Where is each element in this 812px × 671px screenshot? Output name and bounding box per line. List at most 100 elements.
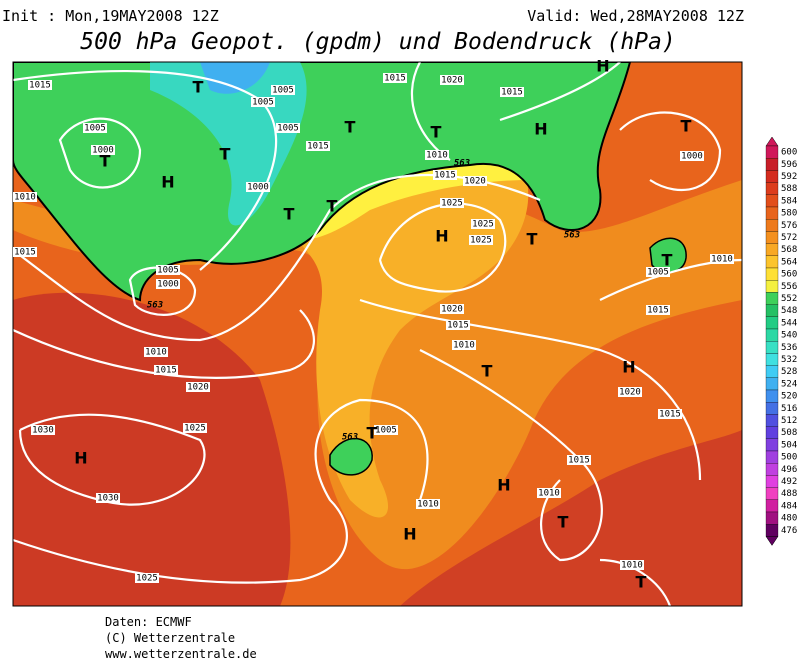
isobar-label: 1005	[277, 124, 299, 134]
isobar-label: 1025	[472, 220, 494, 230]
isobar-label-bg	[537, 488, 561, 498]
isobar-label: 1010	[711, 255, 733, 265]
colorbar-label: 480	[781, 514, 797, 524]
isobar-label: 1000	[247, 183, 269, 193]
colorbar-label: 580	[781, 209, 797, 219]
colorbar-cap	[765, 136, 779, 147]
colorbar-label: 584	[781, 196, 797, 206]
isobar-label: 1020	[619, 388, 641, 398]
colorbar-label: 492	[781, 477, 797, 487]
isobar-label-bg	[186, 382, 210, 392]
isobar-label-bg	[646, 305, 670, 315]
isobars	[13, 62, 742, 606]
colorbar-label: 576	[781, 221, 797, 231]
isobar-label: 1015	[568, 456, 590, 466]
isobar-label: 1030	[97, 494, 119, 504]
colorbar-swatch	[765, 182, 779, 195]
isobar-label: 1000	[157, 280, 179, 290]
isobar-label: 1020	[441, 76, 463, 86]
isobar-label-bg	[646, 267, 670, 277]
isobar-label-bg	[425, 150, 449, 160]
colorbar-swatch	[765, 280, 779, 293]
colorbar-label: 588	[781, 184, 797, 194]
field	[13, 292, 291, 606]
colorbar-swatch	[765, 292, 779, 305]
pressure-center: T	[431, 123, 442, 142]
colorbar-swatch	[765, 365, 779, 378]
isobar-label-bg	[463, 176, 487, 186]
colorbar-swatch	[765, 438, 779, 452]
colorbar-swatch	[765, 170, 779, 183]
isobar-label: 1005	[157, 266, 179, 276]
isobar-label: 1015	[29, 81, 51, 91]
isobar-label: 1025	[184, 424, 206, 434]
colorbar-swatch	[765, 414, 779, 427]
field	[13, 62, 632, 302]
isobar-label-bg	[271, 85, 295, 95]
colorbar-swatch	[765, 499, 779, 513]
colorbar-label: 560	[781, 270, 797, 280]
isobar-label-bg	[96, 493, 120, 503]
isobar-label-bg	[710, 254, 734, 264]
colorbar-cap	[765, 536, 779, 546]
footer-copyright: (C) Wetterzentrale	[105, 631, 235, 645]
colorbar-label: 564	[781, 257, 797, 267]
isobar-label: 1000	[92, 146, 114, 156]
colorbar-label: 496	[781, 465, 797, 475]
isobar-label-bg	[31, 425, 55, 435]
isobar-label-bg	[276, 123, 300, 133]
colorbar-swatch	[765, 487, 779, 500]
colorbar-label: 476	[781, 526, 797, 536]
pressure-center: T	[482, 362, 493, 381]
isobar-label-bg	[306, 141, 330, 151]
isobar-label: 1005	[252, 98, 274, 108]
colorbar-swatch	[765, 206, 779, 220]
colorbar-label: 544	[781, 318, 797, 328]
pressure-center: T	[558, 513, 569, 532]
pressure-center: H	[622, 358, 635, 377]
isobar-label: 1030	[32, 426, 54, 436]
height-label: 563	[564, 231, 580, 241]
isobar-label: 1010	[426, 151, 448, 161]
map	[13, 62, 742, 606]
field	[200, 62, 270, 94]
isobar-label-bg	[433, 170, 457, 180]
isobar-label: 1010	[417, 500, 439, 510]
isobar-label: 1020	[441, 305, 463, 315]
footer-url: www.wetterzentrale.de	[105, 647, 257, 661]
isobar-label-bg	[13, 192, 37, 202]
colorbar-label: 484	[781, 501, 797, 511]
isobar-label: 1015	[14, 248, 36, 258]
isobar-label-bg	[567, 455, 591, 465]
colorbar-label: 592	[781, 172, 797, 182]
isobar-label: 1010	[145, 348, 167, 358]
colorbar-swatch	[765, 377, 779, 391]
colorbar-label: 520	[781, 392, 797, 402]
isobar-label-bg	[13, 247, 37, 257]
colorbar-label: 504	[781, 440, 797, 450]
isobar-label-bg	[440, 198, 464, 208]
isobar-label-bg	[91, 145, 115, 155]
isobar-label: 1020	[464, 177, 486, 187]
colorbar-label: 524	[781, 379, 797, 389]
colorbar-swatch	[765, 402, 779, 415]
isobar-label-bg	[440, 75, 464, 85]
colorbar-swatch	[765, 231, 779, 244]
isobar-label: 1025	[470, 236, 492, 246]
isobar-label: 1010	[538, 489, 560, 499]
isobar-label: 1025	[136, 574, 158, 584]
colorbar-swatch	[765, 475, 779, 488]
colorbar-swatch	[765, 389, 779, 403]
isobar-label-bg	[383, 73, 407, 83]
isobar-label-bg	[374, 425, 398, 435]
colorbar-label: 540	[781, 331, 797, 341]
colorbar-swatch	[765, 426, 779, 439]
isobar-label: 1015	[647, 306, 669, 316]
field	[400, 430, 742, 606]
isobar-label-bg	[471, 219, 495, 229]
colorbar-label: 600	[781, 148, 797, 158]
pressure-center: T	[220, 145, 231, 164]
isobar-label: 1015	[434, 171, 456, 181]
isobar-label-bg	[83, 123, 107, 133]
